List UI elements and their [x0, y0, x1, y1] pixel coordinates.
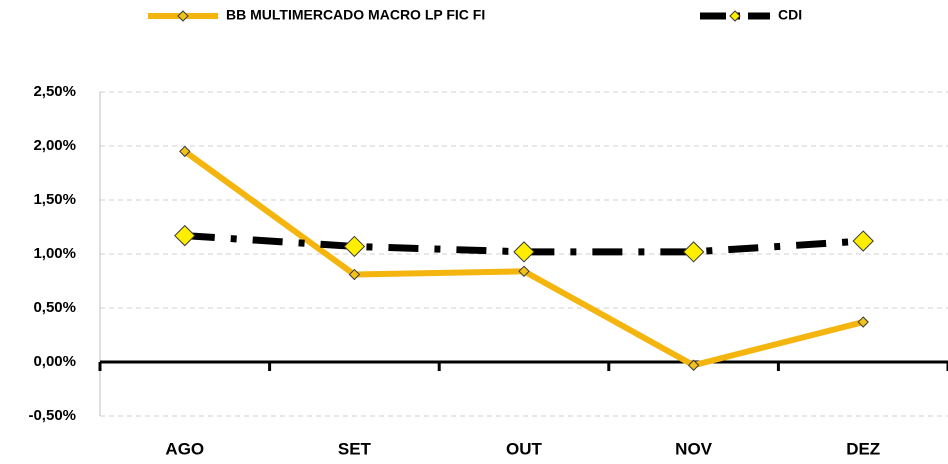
marker	[857, 316, 869, 328]
marker	[174, 224, 196, 247]
marker	[179, 145, 191, 158]
marker	[687, 359, 700, 371]
legend-marker	[729, 10, 741, 22]
series-line	[184, 232, 864, 256]
marker	[852, 230, 874, 252]
y-tick-label: -0,50%	[28, 407, 76, 424]
marker	[343, 235, 366, 258]
x-tick-label: OUT	[506, 439, 543, 458]
marker	[513, 241, 535, 263]
marker	[682, 241, 705, 263]
y-tick-label: 1,50%	[33, 191, 76, 208]
legend-marker	[177, 10, 189, 22]
x-tick-label: DEZ	[846, 439, 880, 458]
marker	[348, 268, 361, 281]
y-tick-label: 0,00%	[33, 353, 76, 370]
legend-label: CDI	[778, 7, 802, 23]
legend-label: BB MULTIMERCADO MACRO LP FIC FI	[226, 7, 485, 23]
y-tick-label: 0,50%	[33, 299, 76, 316]
y-tick-label: 2,00%	[33, 137, 76, 154]
x-tick-label: AGO	[165, 439, 204, 458]
x-tick-label: NOV	[675, 439, 713, 458]
marker	[518, 265, 530, 277]
x-tick-label: SET	[338, 439, 372, 458]
y-tick-label: 1,00%	[33, 245, 76, 262]
y-tick-label: 2,50%	[33, 83, 76, 100]
